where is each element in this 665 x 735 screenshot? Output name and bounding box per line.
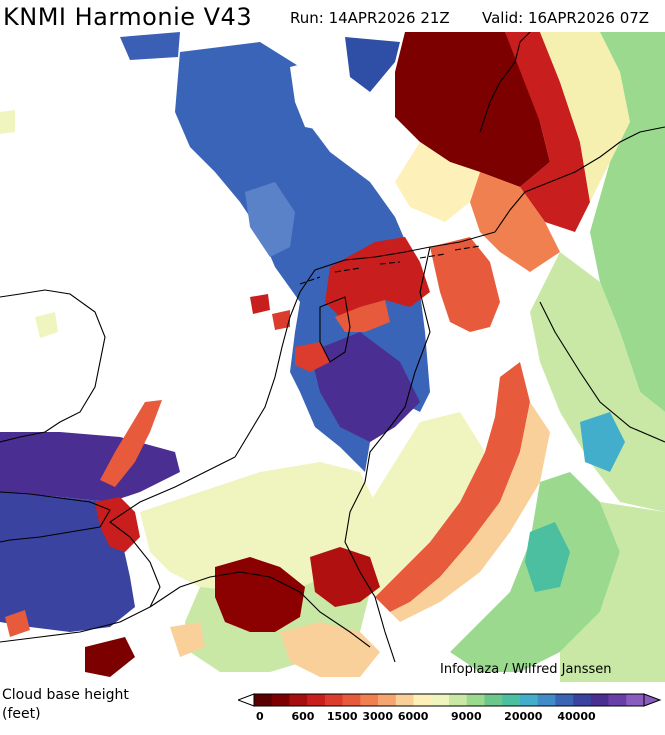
coastline-france bbox=[0, 456, 236, 643]
legend-swatch bbox=[484, 694, 503, 706]
legend-swatch bbox=[289, 694, 308, 706]
legend-swatch bbox=[378, 694, 397, 706]
border-fr-be bbox=[149, 571, 371, 648]
legend-arrow-left bbox=[238, 693, 255, 707]
legend-swatch bbox=[324, 694, 343, 706]
deck-red-patch-1 bbox=[295, 342, 330, 372]
deck-blue-north bbox=[345, 37, 400, 92]
deck-teal-se bbox=[525, 522, 570, 592]
deck-peach-band bbox=[390, 402, 550, 622]
deck-lightgreen-se bbox=[560, 502, 665, 682]
deck-yellow-ne bbox=[540, 32, 630, 202]
deck-orange-west bbox=[100, 400, 162, 487]
border-be-de bbox=[344, 481, 396, 663]
deck-orange-east bbox=[430, 237, 500, 332]
legend-tick-label: 1500 bbox=[327, 710, 358, 723]
legend-arrow-right bbox=[643, 693, 662, 707]
legend-swatch bbox=[413, 694, 432, 706]
legend-swatch bbox=[431, 694, 450, 706]
legend-swatch bbox=[342, 694, 361, 706]
legend-title-line1: Cloud base height bbox=[2, 687, 129, 703]
credit-label: Infoplaza / Wilfred Janssen bbox=[440, 662, 612, 677]
coastline-denmark bbox=[479, 32, 531, 133]
deck-red-patch-3 bbox=[272, 310, 290, 330]
coastline-belgium-nl bbox=[234, 231, 496, 458]
deck-yellow-sw bbox=[170, 622, 205, 657]
header: KNMI Harmonie V43 Run: 14APR2026 21Z Val… bbox=[0, 0, 665, 32]
legend-border bbox=[253, 693, 645, 707]
legend-swatch bbox=[573, 694, 592, 706]
legend-swatch bbox=[626, 694, 645, 706]
legend-tick-label: 9000 bbox=[451, 710, 482, 723]
deck-red-south bbox=[310, 547, 380, 607]
deck-darkred-patch bbox=[85, 637, 135, 677]
legend-swatch bbox=[254, 694, 273, 706]
run-time: Run: 14APR2026 21Z bbox=[290, 9, 450, 27]
legend-tick-label: 6000 bbox=[398, 710, 429, 723]
deck-orange-central bbox=[335, 300, 390, 332]
legend-tick-label: 600 bbox=[291, 710, 314, 723]
map-title: KNMI Harmonie V43 bbox=[3, 3, 253, 31]
legend-swatch bbox=[537, 694, 556, 706]
coastline-uk bbox=[0, 289, 106, 443]
legend-swatch bbox=[519, 694, 538, 706]
legend-title: Cloud base height (feet) bbox=[2, 686, 129, 724]
deck-orange-band bbox=[375, 362, 530, 612]
legend-swatch bbox=[555, 694, 574, 706]
legend-swatch bbox=[608, 694, 627, 706]
ijsselmeer bbox=[319, 296, 351, 363]
color-legend: 0 600 1500 3000 6000 9000 20000 40000 bbox=[238, 693, 662, 723]
legend-swatch bbox=[307, 694, 326, 706]
deck-white-gap bbox=[290, 62, 345, 132]
legend-swatch bbox=[395, 694, 414, 706]
legend-swatch bbox=[502, 694, 521, 706]
deck-purple-coast bbox=[310, 332, 420, 442]
deck-red-patch-2 bbox=[250, 294, 270, 314]
wadden-islands bbox=[299, 245, 481, 285]
legend-swatch bbox=[590, 694, 609, 706]
legend-swatch bbox=[271, 694, 290, 706]
deck-blue-nw bbox=[120, 32, 180, 60]
border-nl-de bbox=[364, 246, 431, 483]
deck-red-sw bbox=[5, 610, 30, 637]
legend-title-line2: (feet) bbox=[2, 706, 41, 722]
deck-green-east-2 bbox=[530, 252, 665, 512]
legend-swatch bbox=[360, 694, 379, 706]
deck-yellow-east bbox=[360, 412, 485, 597]
deck-red-west bbox=[95, 497, 140, 552]
deck-yellow-patch-w bbox=[35, 312, 58, 338]
deck-darkred-ne bbox=[395, 32, 550, 187]
legend-tick-label: 20000 bbox=[504, 710, 543, 723]
deck-red-ne-1 bbox=[505, 32, 590, 232]
border-de-east bbox=[539, 301, 665, 443]
deck-green-east bbox=[590, 32, 665, 412]
deck-light-blue-edge bbox=[245, 182, 295, 257]
deck-darkred-south bbox=[215, 557, 305, 632]
deck-peach-ne bbox=[395, 142, 480, 222]
coastline-germany bbox=[494, 126, 665, 233]
legend-swatch bbox=[466, 694, 485, 706]
cloud-base-map bbox=[0, 32, 665, 682]
legend-tick-label: 0 bbox=[256, 710, 264, 723]
coastline-uk-south bbox=[0, 491, 111, 543]
legend-tick-label: 3000 bbox=[362, 710, 393, 723]
legend-tick-label: 40000 bbox=[557, 710, 596, 723]
deck-red-central bbox=[325, 237, 430, 317]
deck-yellow-patch-nw bbox=[0, 110, 15, 134]
deck-bluegreen-se bbox=[580, 412, 625, 472]
deck-orange-ne bbox=[470, 172, 560, 272]
valid-time: Valid: 16APR2026 07Z bbox=[482, 9, 650, 27]
legend-swatch bbox=[449, 694, 468, 706]
